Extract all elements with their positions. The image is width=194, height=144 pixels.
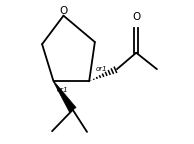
Text: or1: or1 (57, 87, 68, 93)
Text: O: O (132, 12, 140, 22)
Polygon shape (53, 81, 76, 112)
Text: O: O (59, 6, 68, 16)
Text: or1: or1 (95, 66, 107, 72)
